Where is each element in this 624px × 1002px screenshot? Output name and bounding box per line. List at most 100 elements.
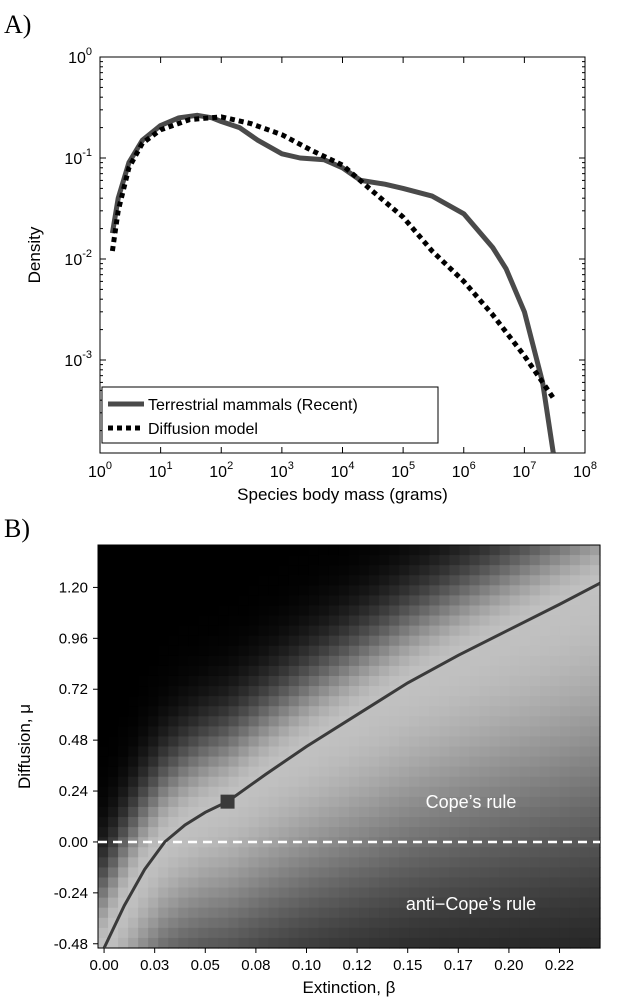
heatmap-cell (479, 605, 491, 617)
heatmap-cell (509, 696, 521, 707)
heatmap-cell (419, 665, 430, 677)
heatmap-cell (328, 565, 340, 576)
heatmap-cell (579, 726, 591, 738)
heatmap-cell (499, 776, 511, 788)
heatmap-cell (589, 645, 601, 657)
heatmap-cell (529, 897, 541, 909)
heatmap-cell (338, 817, 350, 828)
heatmap-cell (168, 927, 179, 939)
heatmap-cell (569, 726, 581, 738)
heatmap-cell (318, 827, 330, 838)
heatmap-cell (198, 897, 210, 909)
heatmap-cell (118, 917, 129, 929)
heatmap-cell (328, 625, 340, 637)
heatmap-cell (419, 595, 430, 607)
heatmap-cell (439, 887, 450, 899)
heatmap-cell (148, 897, 159, 909)
heatmap-cell (509, 605, 521, 617)
heatmap-cell (108, 817, 119, 828)
heatmap-cell (389, 696, 400, 707)
heatmap-cell (308, 937, 320, 949)
heatmap-cell (208, 796, 220, 808)
heatmap-cell (188, 655, 199, 667)
heatmap-cell (529, 615, 541, 627)
heatmap-cell (439, 937, 450, 949)
heatmap-cell (138, 555, 149, 566)
heatmap-cell (128, 817, 139, 828)
heatmap-cell (489, 575, 501, 586)
heatmap-cell (128, 766, 139, 778)
heatmap-cell (168, 585, 179, 596)
heatmap-cell (469, 706, 481, 717)
heatmap-cell (288, 555, 300, 566)
heatmap-cell (208, 605, 220, 617)
heatmap-cell (569, 867, 581, 879)
heatmap-cell (288, 605, 300, 617)
heatmap-cell (349, 605, 360, 617)
heatmap-cell (509, 615, 521, 627)
heatmap-cell (198, 927, 210, 939)
heatmap-cell (268, 847, 280, 858)
heatmap-cell (308, 847, 320, 858)
x-tick-label: 0.08 (241, 957, 270, 974)
heatmap-cell (238, 585, 250, 596)
heatmap-cell (148, 847, 159, 858)
heatmap-cell (188, 806, 199, 818)
heatmap-cell (288, 635, 300, 647)
heatmap-cell (228, 766, 240, 778)
heatmap-cell (298, 625, 310, 637)
heatmap-cell (489, 796, 501, 808)
heatmap-cell (338, 847, 350, 858)
heatmap-cell (278, 595, 290, 607)
heatmap-cell (138, 675, 149, 687)
heatmap-cell (178, 897, 189, 909)
heatmap-cell (308, 806, 320, 818)
heatmap-cell (459, 827, 471, 838)
heatmap-cell (188, 887, 199, 899)
heatmap-cell (379, 847, 390, 858)
heatmap-cell (208, 565, 220, 576)
heatmap-cell (238, 877, 250, 889)
heatmap-cell (459, 575, 471, 586)
heatmap-cell (369, 937, 380, 949)
heatmap-cell (268, 796, 280, 808)
heatmap-cell (389, 837, 400, 848)
heatmap-cell (188, 595, 199, 607)
panel-b-label: B) (4, 514, 30, 543)
x-tick-label: 0.17 (444, 957, 473, 974)
density-chart: 100 101 102 103 104 105 106 107 10810010-110-210… (25, 46, 597, 504)
heatmap-cell (579, 776, 591, 788)
heatmap-cell (218, 756, 230, 768)
heatmap-cell (499, 897, 511, 909)
heatmap-cell (288, 867, 300, 879)
heatmap-cell (419, 746, 430, 758)
heatmap-cell (479, 675, 491, 687)
x-tick-label: 107 (512, 460, 536, 481)
heatmap-cell (128, 847, 139, 858)
heatmap-cell (318, 635, 330, 647)
heatmap-cell (298, 665, 310, 677)
heatmap-cell (369, 545, 380, 556)
heatmap-cell (248, 686, 260, 697)
heatmap-cell (318, 565, 330, 576)
heatmap-cell (298, 726, 310, 738)
heatmap-cell (549, 615, 561, 627)
heatmap-cell (419, 585, 430, 596)
heatmap-cell (509, 877, 521, 889)
heatmap-cell (439, 716, 450, 727)
heatmap-cell (288, 746, 300, 758)
heatmap-cell (138, 827, 149, 838)
heatmap-cell (158, 655, 169, 667)
heatmap-cell (288, 696, 300, 707)
heatmap-cell (268, 615, 280, 627)
x-tick-label: 0.03 (140, 957, 169, 974)
heatmap-cell (479, 736, 491, 748)
heatmap-cell (128, 877, 139, 889)
heatmap-cell (439, 877, 450, 889)
heatmap-cell (519, 706, 531, 717)
heatmap-cell (409, 887, 420, 899)
heatmap-cell (248, 796, 260, 808)
heatmap-cell (278, 585, 290, 596)
heatmap-cell (449, 635, 461, 647)
heatmap-cell (589, 706, 601, 717)
